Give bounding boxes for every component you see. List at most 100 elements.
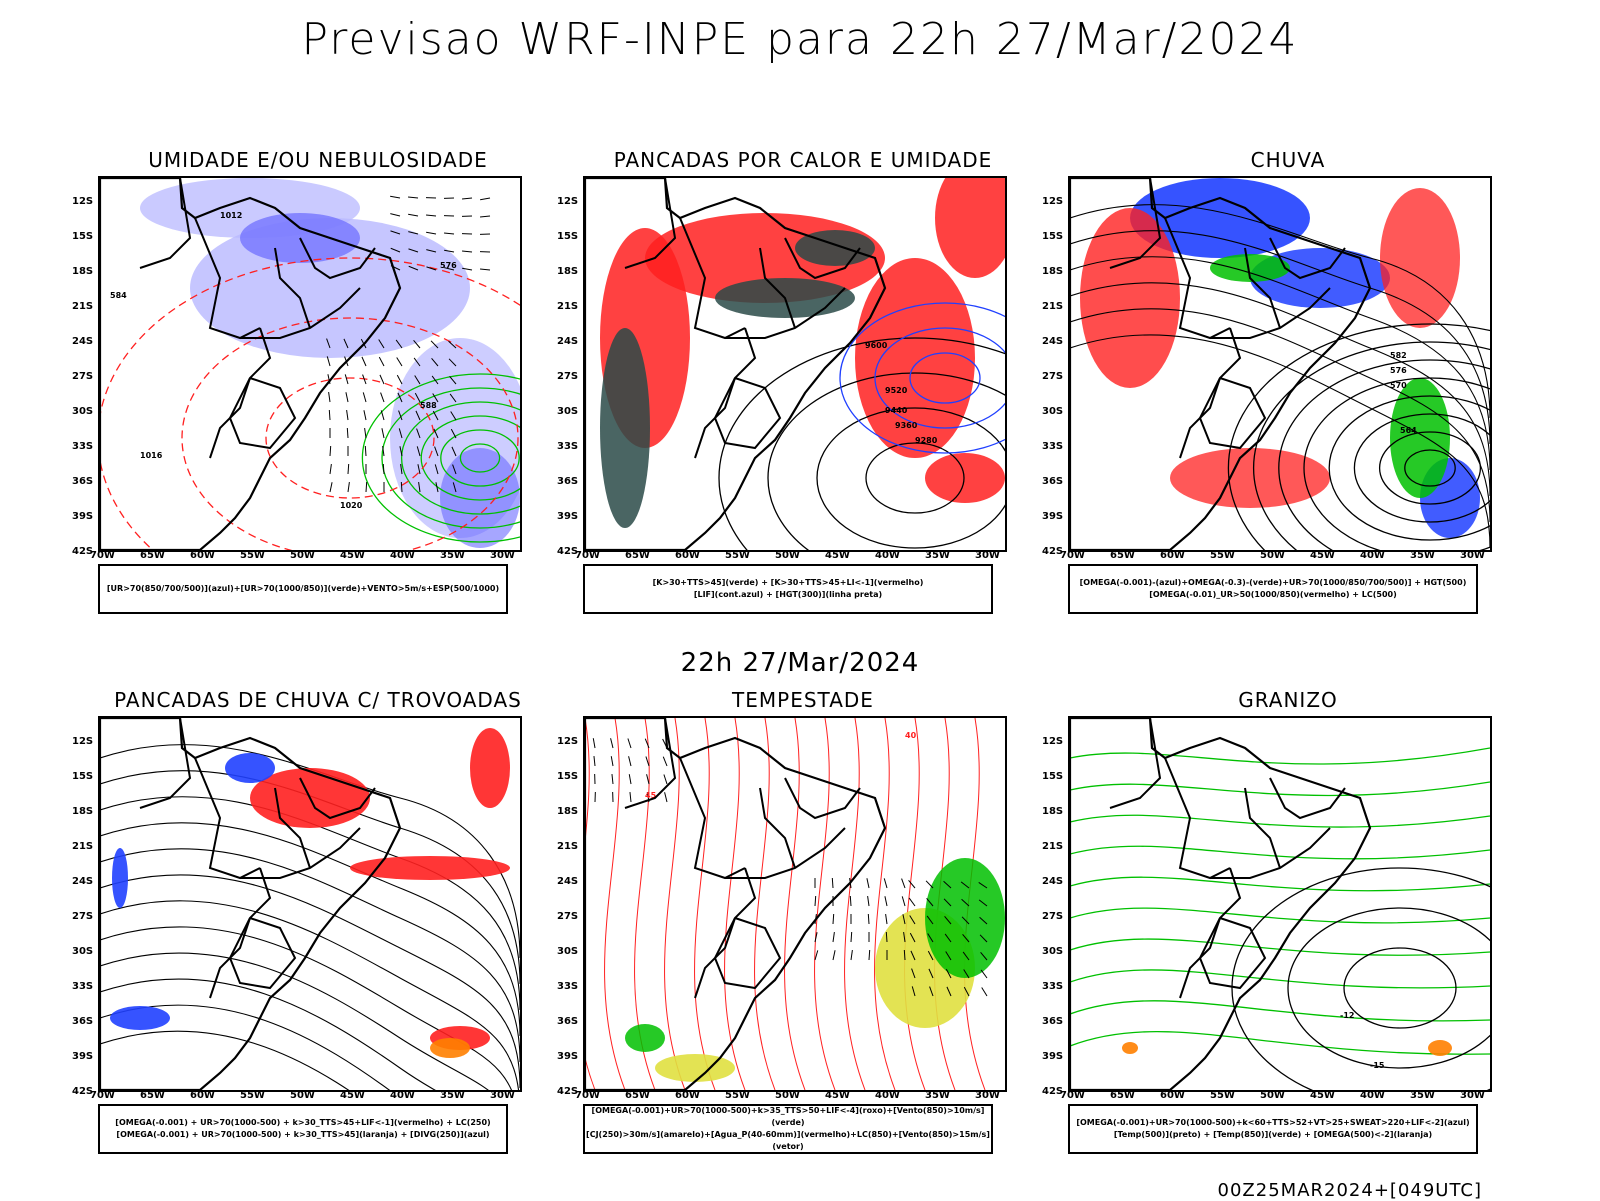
wind-vector	[390, 214, 400, 216]
panel-legend: [UR>70(850/700/500)](azul)+[UR>70(1000/8…	[98, 564, 508, 614]
wind-vector	[363, 392, 366, 402]
wind-vector	[444, 233, 454, 234]
longitude-label: 50W	[1260, 1090, 1285, 1101]
divergence-blue-area	[112, 848, 128, 908]
wind850-vector	[884, 878, 887, 888]
wind850-vector	[885, 896, 887, 906]
latitude-label: 33S	[72, 981, 93, 992]
latitude-label: 33S	[72, 441, 93, 452]
wind-vector	[330, 446, 331, 456]
wind850-vector	[594, 756, 595, 766]
longitude-label: 60W	[190, 1090, 215, 1101]
longitude-label: 55W	[1210, 1090, 1235, 1101]
wind850-green-area	[625, 1024, 665, 1052]
longitude-label: 30W	[1460, 550, 1485, 561]
panel-title: TEMPESTADE	[563, 688, 1043, 712]
wind-vector	[390, 196, 400, 198]
wind850-vector	[593, 738, 595, 748]
wind850-vector	[611, 738, 613, 748]
legend-line: [OMEGA(-0.001)-(azul)+OMEGA(-0.3)-(verde…	[1080, 577, 1467, 589]
wind-vector	[408, 197, 418, 198]
latitude-label: 21S	[557, 301, 578, 312]
latitude-label: 33S	[557, 981, 578, 992]
longitude-label: 55W	[725, 1090, 750, 1101]
temp850-green-contour	[1070, 846, 1490, 859]
latitude-label: 39S	[557, 1051, 578, 1062]
latitude-label: 15S	[1042, 771, 1063, 782]
wind-vector	[330, 482, 332, 492]
wind850-vector	[981, 970, 987, 978]
isobar-label: 1020	[340, 501, 363, 510]
wind850-vector	[982, 988, 987, 996]
latitude-label: 15S	[72, 771, 93, 782]
longitude-label: 35W	[440, 550, 465, 561]
wind-vector	[383, 446, 384, 456]
wind850-vector	[902, 896, 905, 906]
latitude-label: 27S	[72, 911, 93, 922]
k-tts-area	[600, 328, 650, 528]
temp500-label: -15	[1370, 1061, 1385, 1070]
wind850-vector	[886, 914, 887, 924]
latitude-label: 12S	[72, 736, 93, 747]
wind-vector	[426, 232, 436, 234]
longitude-label: 40W	[1360, 550, 1385, 561]
temp850-green-contour	[1070, 1001, 1490, 1021]
legend-line: [OMEGA(-0.001)+UR>70(1000-500)+k<60+TTS>…	[1076, 1117, 1469, 1129]
longitude-label: 65W	[140, 1090, 165, 1101]
legend-line: [Temp(500)](preto) + [Temp(850)](verde) …	[1114, 1129, 1432, 1141]
isobar-label: 1016	[140, 451, 163, 460]
longitude-label: 35W	[1410, 1090, 1435, 1101]
latitude-label: 30S	[1042, 946, 1063, 957]
wind850-vector	[868, 914, 869, 924]
longitude-label: 65W	[625, 550, 650, 561]
longitude-label: 30W	[975, 550, 1000, 561]
latitude-label: 33S	[557, 441, 578, 452]
longitude-label: 65W	[1110, 1090, 1135, 1101]
wind-vector	[348, 464, 349, 474]
legend-line: [OMEGA(-0.001)+UR>70(1000-500)+k>35_TTS>…	[585, 1105, 991, 1129]
longitude-label: 30W	[490, 550, 515, 561]
wind850-vector	[902, 879, 905, 888]
wind850-vector	[815, 950, 818, 960]
wind850-vector	[665, 792, 667, 802]
wind850-vector	[850, 896, 851, 906]
map-svg: -12-15	[1070, 718, 1490, 1090]
trovoada-red-area	[470, 728, 510, 808]
latitude-label: 24S	[72, 336, 93, 347]
hgt300-label: 9360	[895, 421, 918, 430]
longitude-label: 70W	[575, 1090, 600, 1101]
latitude-label: 36S	[1042, 476, 1063, 487]
lc850-streamline	[815, 718, 835, 1090]
isobar-label: 588	[420, 401, 437, 410]
wind-vector	[397, 358, 402, 366]
longitude-label: 65W	[1110, 550, 1135, 561]
hgt500-label: 576	[1390, 366, 1407, 375]
panel-title: PANCADAS POR CALOR E UMIDADE	[563, 148, 1043, 172]
lc850-streamline	[845, 718, 865, 1090]
latitude-label: 30S	[557, 946, 578, 957]
latitude-label: 18S	[557, 806, 578, 817]
latitude-label: 39S	[1042, 511, 1063, 522]
longitude-label: 55W	[240, 1090, 265, 1101]
longitude-label: 45W	[1310, 1090, 1335, 1101]
wind850-vector	[611, 756, 613, 766]
latitude-label: 36S	[1042, 1016, 1063, 1027]
wind-vector	[381, 410, 384, 420]
latitude-label: 30S	[557, 406, 578, 417]
legend-line: [K>30+TTS>45](verde) + [K>30+TTS>45+LI<-…	[653, 577, 924, 589]
lc850-streamline	[755, 718, 775, 1090]
latitude-label: 36S	[72, 476, 93, 487]
isobar-label: 1012	[220, 211, 242, 220]
latitude-label: 18S	[72, 806, 93, 817]
trovoada-orange-area	[430, 1038, 470, 1058]
latitude-label: 27S	[1042, 911, 1063, 922]
longitude-label: 45W	[825, 550, 850, 561]
longitude-label: 30W	[1460, 1090, 1485, 1101]
longitude-label: 45W	[1310, 550, 1335, 561]
lc850-streamline	[875, 718, 895, 1090]
wind850-vector	[664, 774, 667, 784]
longitude-label: 50W	[775, 550, 800, 561]
